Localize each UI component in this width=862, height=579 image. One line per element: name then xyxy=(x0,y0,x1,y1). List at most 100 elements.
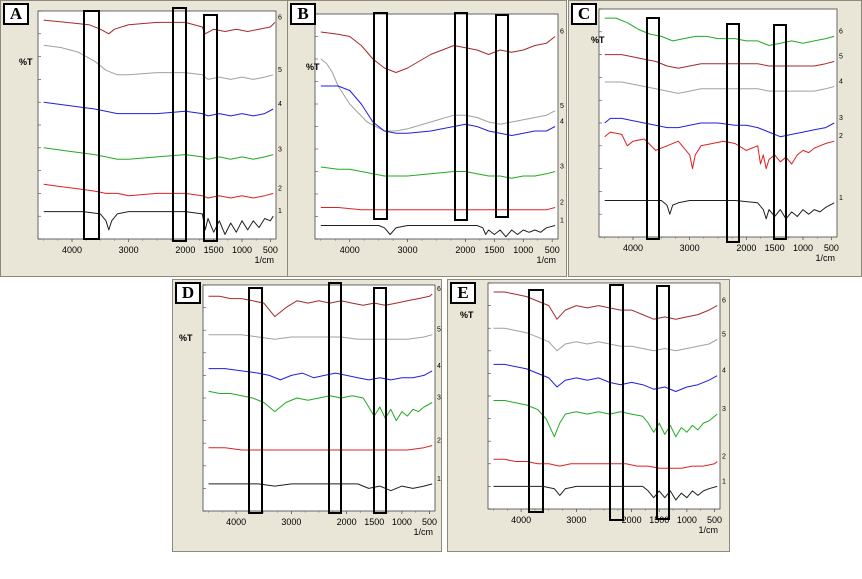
y-axis-label: %T xyxy=(591,35,605,45)
series-line-4 xyxy=(493,363,718,392)
highlight-band-box xyxy=(83,10,100,240)
series-number-label: 1 xyxy=(839,195,843,202)
series-line-6 xyxy=(320,31,556,73)
plot-area xyxy=(487,282,721,510)
highlight-band-box xyxy=(203,14,218,242)
x-unit-label: 1/cm xyxy=(254,255,274,265)
x-unit-label: 1/cm xyxy=(536,255,556,265)
series-number-label: 5 xyxy=(839,53,843,60)
x-tick-label: 1500 xyxy=(204,245,224,255)
x-tick-label: 2000 xyxy=(175,245,195,255)
x-tick-label: 4000 xyxy=(623,243,643,253)
series-number-label: 1 xyxy=(437,476,441,483)
series-number-label: 5 xyxy=(437,327,441,334)
series-number-label: 2 xyxy=(722,454,726,461)
x-unit-label: 1/cm xyxy=(413,527,433,537)
x-tick-label: 500 xyxy=(263,245,278,255)
x-tick-label: 1500 xyxy=(364,517,384,527)
series-number-label: 1 xyxy=(722,478,726,485)
series-number-label: 1 xyxy=(278,208,282,215)
x-tick-label: 1500 xyxy=(484,245,504,255)
y-axis-label: %T xyxy=(179,333,193,343)
series-number-label: 6 xyxy=(437,286,441,293)
highlight-band-box xyxy=(726,23,740,243)
panel-e: 4000 3000 2000 1500 1000 500 1/cm %T 6 5 4 3 2 1 E xyxy=(447,279,730,552)
series-number-label: 4 xyxy=(722,368,726,375)
series-line-1 xyxy=(604,200,835,220)
series-line-4 xyxy=(320,85,556,136)
highlight-band-box xyxy=(773,24,787,240)
x-tick-label: 500 xyxy=(824,243,839,253)
series-number-label: 2 xyxy=(437,437,441,444)
x-tick-label: 3000 xyxy=(398,245,418,255)
series-number-label: 2 xyxy=(560,200,564,207)
x-tick-label: 2000 xyxy=(736,243,756,253)
series-number-label: 6 xyxy=(839,28,843,35)
x-tick-label: 1500 xyxy=(765,243,785,253)
y-axis-label: %T xyxy=(460,310,474,320)
series-line-2 xyxy=(208,445,433,451)
x-unit-label: 1/cm xyxy=(815,253,835,263)
series-line-2 xyxy=(604,131,835,170)
panel-a: 4000 3000 2000 1500 1000 500 1/cm %T 6 5 4 3 2 1 A xyxy=(0,0,290,277)
series-number-label: 4 xyxy=(839,79,843,86)
x-tick-label: 2000 xyxy=(455,245,475,255)
series-number-label: 6 xyxy=(560,29,564,36)
x-tick-label: 4000 xyxy=(340,245,360,255)
panel-label-c: C xyxy=(571,3,597,25)
series-line-1 xyxy=(43,211,274,235)
y-axis-label: %T xyxy=(306,62,320,72)
highlight-band-box xyxy=(656,285,670,520)
plot-area xyxy=(314,13,559,240)
x-tick-label: 3000 xyxy=(281,517,301,527)
highlight-band-box xyxy=(646,17,660,240)
highlight-band-box xyxy=(373,287,387,514)
x-tick-label: 2000 xyxy=(622,515,642,525)
panel-label-d: D xyxy=(175,282,201,304)
series-number-label: 3 xyxy=(437,395,441,402)
panel-label-a: A xyxy=(3,3,29,25)
series-number-label: 4 xyxy=(560,119,564,126)
series-line-1 xyxy=(493,485,718,501)
x-tick-label: 1000 xyxy=(513,245,533,255)
panel-label-b: B xyxy=(290,3,316,25)
series-line-6 xyxy=(493,291,718,320)
series-number-label: 2 xyxy=(839,133,843,140)
x-tick-label: 1000 xyxy=(392,517,412,527)
y-axis-label: %T xyxy=(19,57,33,67)
series-line-4 xyxy=(208,368,433,381)
x-tick-label: 3000 xyxy=(680,243,700,253)
series-number-label: 6 xyxy=(722,298,726,305)
highlight-band-box xyxy=(328,282,342,514)
panel-label-e: E xyxy=(450,282,476,304)
series-line-3 xyxy=(208,390,433,422)
series-number-label: 3 xyxy=(839,115,843,122)
x-tick-label: 500 xyxy=(707,515,722,525)
series-number-label: 4 xyxy=(437,363,441,370)
series-line-2 xyxy=(320,207,556,211)
highlight-band-box xyxy=(528,289,544,513)
series-line-6 xyxy=(604,17,835,46)
highlight-band-box xyxy=(248,287,263,514)
panel-d: 4000 3000 2000 1500 1000 500 1/cm %T 6 5 4 3 2 1 D xyxy=(172,279,442,552)
panel-b: 4000 3000 2000 1500 1000 500 1/cm %T 6 5 4 3 2 1 B xyxy=(287,0,567,277)
series-number-label: 3 xyxy=(722,406,726,413)
plot-area xyxy=(37,10,277,240)
series-number-label: 5 xyxy=(722,332,726,339)
highlight-band-box xyxy=(373,12,388,220)
series-number-label: 3 xyxy=(560,164,564,171)
series-line-5 xyxy=(493,327,718,352)
series-line-1 xyxy=(320,225,556,238)
panel-c: 4000 3000 2000 1500 1000 500 1/cm %T 6 5 4 3 2 1 C xyxy=(568,0,862,277)
x-unit-label: 1/cm xyxy=(698,525,718,535)
x-tick-label: 1000 xyxy=(232,245,252,255)
series-line-3 xyxy=(320,166,556,179)
highlight-band-box xyxy=(454,12,468,221)
series-number-label: 5 xyxy=(560,103,564,110)
x-tick-label: 3000 xyxy=(119,245,139,255)
x-tick-label: 4000 xyxy=(62,245,82,255)
